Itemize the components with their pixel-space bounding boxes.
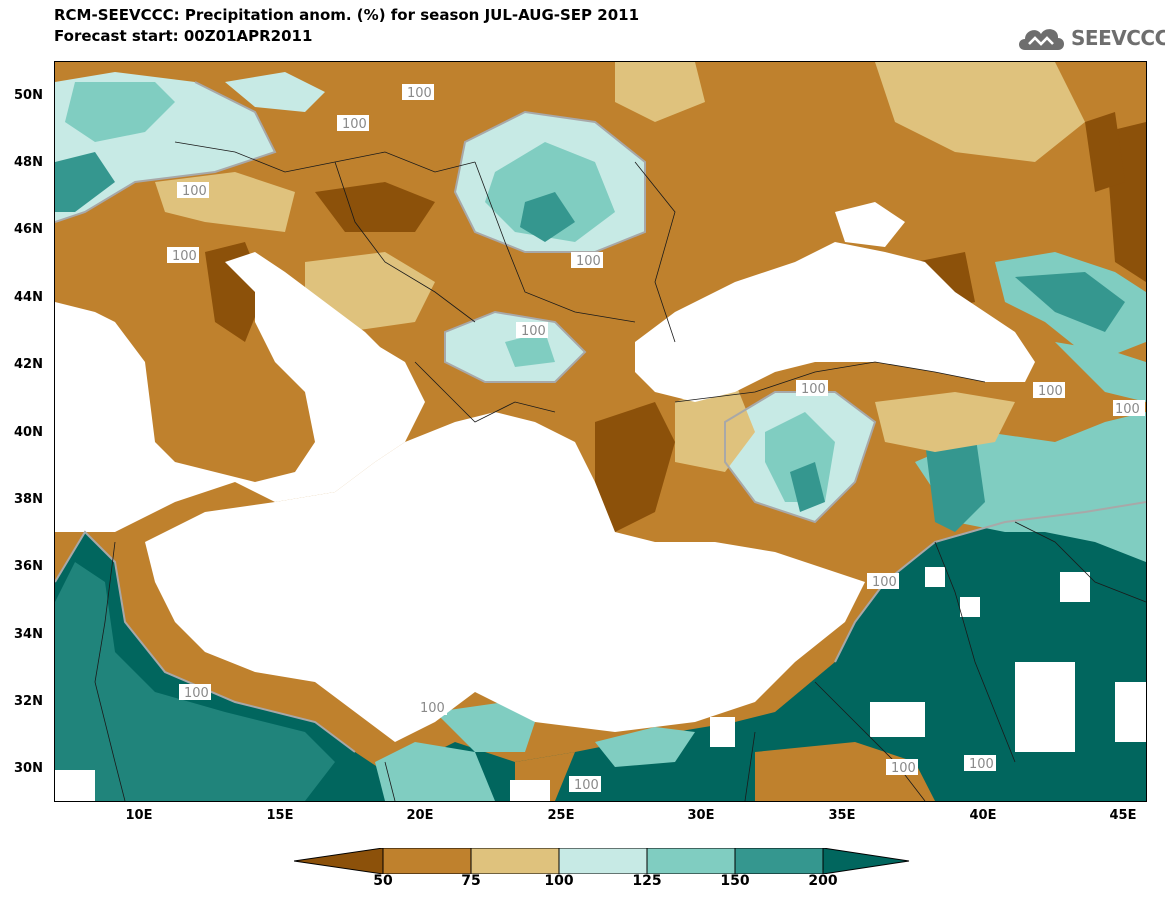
logo-text: SEEVCCC bbox=[1071, 26, 1165, 50]
colorbar-label: 200 bbox=[808, 873, 838, 889]
contour-label: 100 bbox=[1115, 402, 1140, 417]
lat-tick-label: 32N bbox=[14, 694, 43, 709]
contour-label: 100 bbox=[184, 686, 209, 701]
contour-label: 100 bbox=[182, 184, 207, 199]
cloud-icon bbox=[1019, 29, 1064, 50]
colorbar-segment-150-200 bbox=[734, 848, 824, 874]
contour-label: 100 bbox=[576, 254, 601, 269]
lon-tick-label: 15E bbox=[266, 808, 294, 823]
contour-lines bbox=[55, 81, 1146, 753]
lon-tick-label: 10E bbox=[125, 808, 153, 823]
colorbar bbox=[294, 848, 910, 874]
colorbar-segment-125-150 bbox=[646, 848, 736, 874]
lat-tick-label: 50N bbox=[14, 88, 43, 103]
contour-label: 100 bbox=[1038, 384, 1063, 399]
lat-tick-label: 30N bbox=[14, 761, 43, 776]
colorbar-segment-above-200 bbox=[822, 848, 910, 874]
contour-label: 100 bbox=[342, 117, 367, 132]
contour-label: 100 bbox=[891, 761, 916, 776]
contour-label: 100 bbox=[172, 249, 197, 264]
precipitation-anomaly-map: 100 100 100 100 100 100 100 100 100 100 … bbox=[54, 61, 1147, 802]
colorbar-segment-below-50 bbox=[294, 848, 384, 874]
lat-tick-label: 34N bbox=[14, 627, 43, 642]
contour-label-group: 100 100 100 100 100 100 100 100 100 100 … bbox=[167, 84, 1145, 793]
country-borders bbox=[94, 141, 1146, 801]
lat-tick-label: 40N bbox=[14, 425, 43, 440]
colorbar-label: 125 bbox=[632, 873, 662, 889]
contour-label: 100 bbox=[407, 86, 432, 101]
colorbar-segment-100-125 bbox=[558, 848, 648, 874]
colorbar-label: 100 bbox=[544, 873, 574, 889]
lon-tick-label: 20E bbox=[406, 808, 434, 823]
lat-tick-label: 38N bbox=[14, 492, 43, 507]
lat-tick-label: 36N bbox=[14, 559, 43, 574]
lon-tick-label: 25E bbox=[547, 808, 575, 823]
lon-tick-label: 35E bbox=[828, 808, 856, 823]
contour-label: 100 bbox=[521, 324, 546, 339]
lon-tick-label: 40E bbox=[969, 808, 997, 823]
colorbar-segment-75-100 bbox=[470, 848, 560, 874]
contour-label: 100 bbox=[801, 382, 826, 397]
lat-tick-label: 46N bbox=[14, 222, 43, 237]
colorbar-segment-50-75 bbox=[382, 848, 472, 874]
seevccc-logo: SEEVCCC bbox=[1015, 20, 1165, 56]
contour-label: 100 bbox=[574, 778, 599, 793]
lat-tick-label: 44N bbox=[14, 290, 43, 305]
lat-tick-label: 42N bbox=[14, 357, 43, 372]
colorbar-label: 150 bbox=[720, 873, 750, 889]
black-sea bbox=[635, 242, 1035, 402]
contour-label: 100 bbox=[420, 701, 445, 716]
lat-tick-label: 48N bbox=[14, 155, 43, 170]
colorbar-label: 75 bbox=[461, 873, 481, 889]
map-title: RCM-SEEVCCC: Precipitation anom. (%) for… bbox=[54, 6, 639, 24]
lon-tick-label: 30E bbox=[687, 808, 715, 823]
lon-tick-label: 45E bbox=[1109, 808, 1137, 823]
contour-label: 100 bbox=[969, 757, 994, 772]
contour-label: 100 bbox=[872, 575, 897, 590]
colorbar-label: 50 bbox=[373, 873, 393, 889]
africa-lighter-zone bbox=[55, 562, 335, 801]
forecast-start-label: Forecast start: 00Z01APR2011 bbox=[54, 27, 313, 45]
